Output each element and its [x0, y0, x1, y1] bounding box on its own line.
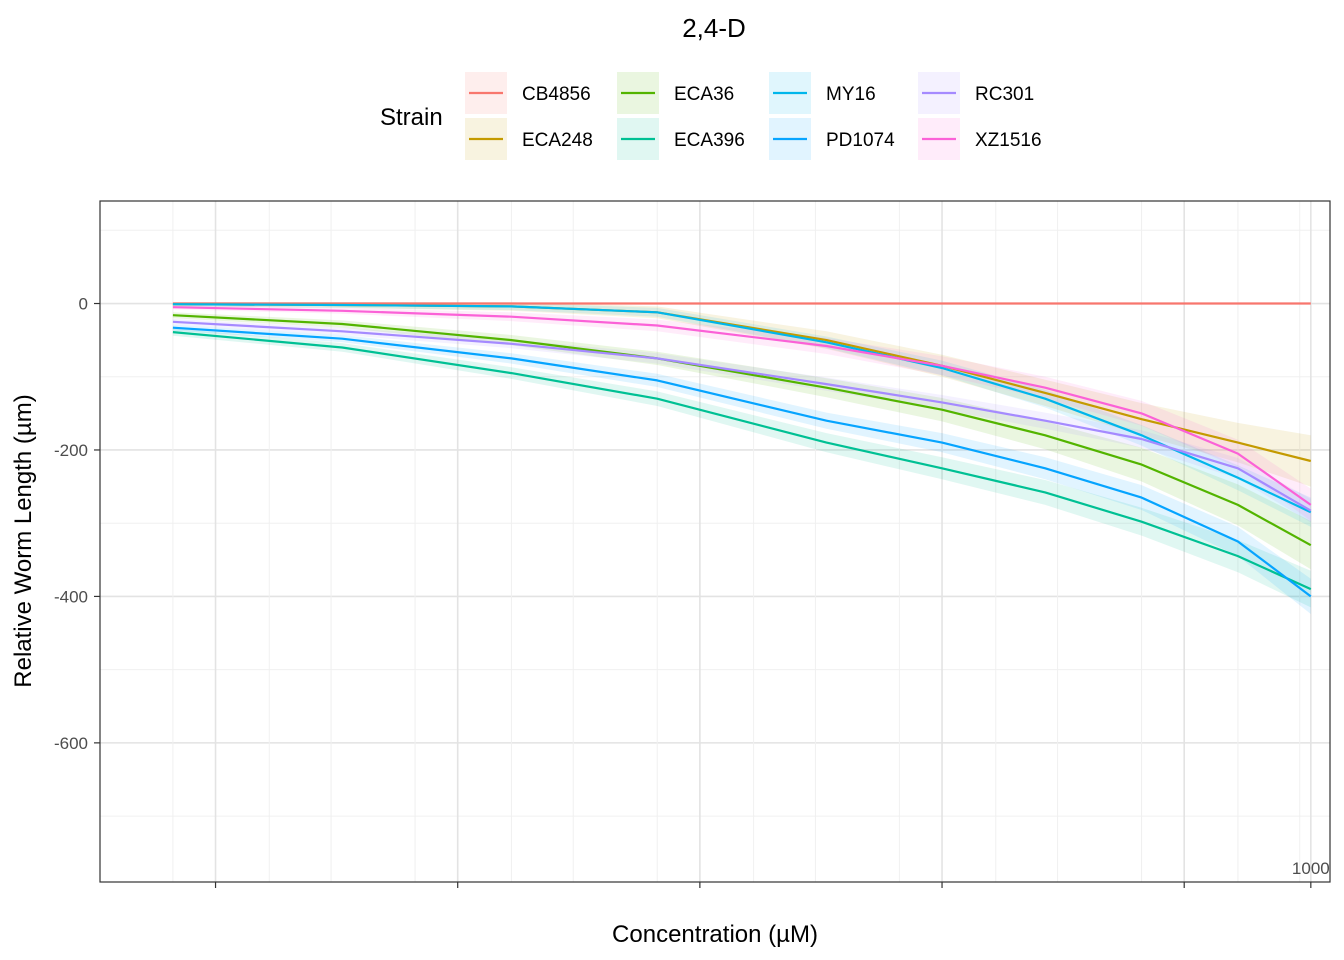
ribbon-RC301 [172, 318, 1311, 523]
legend-label: RC301 [975, 84, 1034, 105]
legend-item-CB4856: CB4856 [465, 72, 591, 114]
plot-panel [100, 201, 1330, 882]
series-line-ECA396 [172, 331, 1312, 591]
legend-item-RC301: RC301 [918, 72, 1034, 114]
legend-label: XZ1516 [975, 130, 1042, 151]
legend-label: ECA248 [522, 130, 593, 151]
legend-item-XZ1516: XZ1516 [918, 118, 1042, 160]
ribbon-PD1074 [172, 324, 1311, 614]
y-axis-title: Relative Worm Length (µm) [10, 394, 37, 687]
legend-item-ECA248: ECA248 [465, 118, 593, 160]
y-tick-label: -600 [54, 734, 88, 753]
axes: 0 -200 -400 -600 1000 [54, 295, 1330, 888]
legend-label: ECA396 [674, 130, 745, 151]
ribbon-MY16 [172, 302, 1311, 527]
series-lines [172, 302, 1312, 598]
x-axis-title: Concentration (µM) [612, 921, 818, 948]
legend-item-ECA36: ECA36 [617, 72, 734, 114]
legend-title: Strain [380, 104, 443, 131]
legend-label: MY16 [826, 84, 876, 105]
chart-title: 2,4-D [682, 13, 746, 43]
plot-border [99, 200, 1331, 883]
x-tick-label: 1000 [1292, 859, 1330, 878]
legend-label: ECA36 [674, 84, 734, 105]
series-line-RC301 [172, 320, 1312, 512]
legend-item-ECA396: ECA396 [617, 118, 745, 160]
series-line-XZ1516 [172, 306, 1312, 506]
legend-label: CB4856 [522, 84, 591, 105]
grid [100, 201, 1330, 882]
legend-item-MY16: MY16 [769, 72, 876, 114]
y-tick-label: 0 [79, 295, 88, 314]
legend-label: PD1074 [826, 130, 895, 151]
y-tick-label: -400 [54, 587, 88, 606]
y-tick-label: -200 [54, 441, 88, 460]
ribbon-ECA248 [172, 302, 1311, 487]
legend-item-PD1074: PD1074 [769, 118, 895, 160]
series-line-ECA36 [172, 314, 1312, 547]
series-line-PD1074 [172, 326, 1312, 598]
legend: Strain CB4856 ECA248 ECA36 ECA396 MY16 PD1074… [380, 72, 1042, 160]
ribbon-ECA36 [172, 312, 1311, 570]
